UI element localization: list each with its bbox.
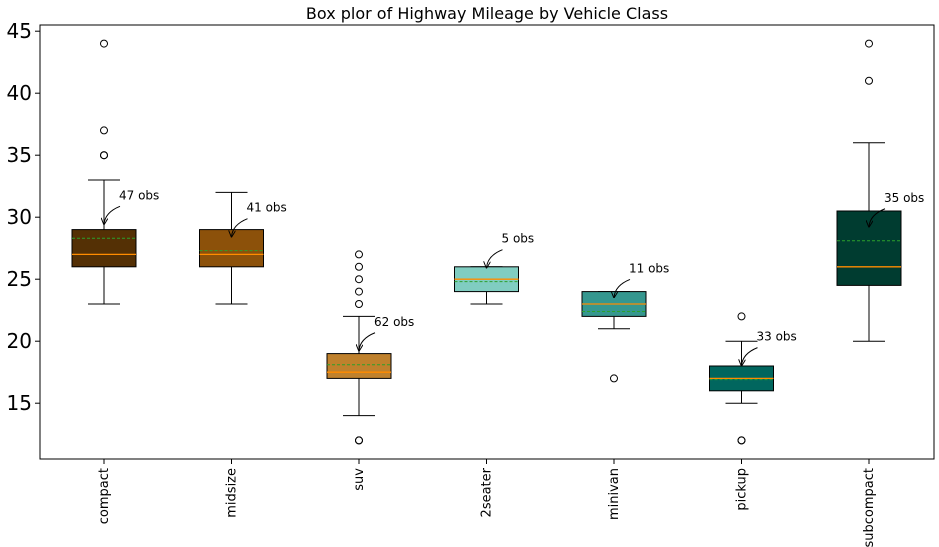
outlier-point	[865, 76, 873, 85]
annotation-arrow	[614, 278, 631, 297]
annotation-label: 35 obs	[884, 191, 924, 205]
box-suv	[326, 353, 392, 379]
x-tick-label: subcompact	[862, 468, 877, 547]
annotation-label: 33 obs	[757, 330, 797, 344]
annotation-arrow	[104, 205, 121, 224]
outlier-point	[100, 39, 108, 48]
y-tick-label: 15	[7, 391, 32, 415]
y-tick-label: 40	[7, 81, 32, 105]
x-tick-label: compact	[97, 468, 112, 524]
plot-frame	[39, 24, 935, 460]
annotation-arrow	[869, 208, 886, 227]
annotation-label: 41 obs	[247, 201, 287, 215]
chart-title: Box plor of Highway Mileage by Vehicle C…	[306, 4, 668, 23]
annotation-arrow	[487, 249, 503, 268]
outlier-point	[355, 287, 363, 296]
outlier-point	[355, 436, 363, 445]
outlier-point	[737, 312, 746, 321]
annotation-label: 5 obs	[502, 232, 535, 246]
annotation-arrow	[359, 332, 376, 351]
annotation-label: 62 obs	[374, 315, 414, 329]
annotation-arrow	[742, 347, 758, 366]
outlier-point	[737, 436, 746, 445]
y-tick-label: 30	[7, 205, 32, 229]
y-tick-label: 25	[7, 267, 32, 291]
outlier-point	[865, 39, 873, 48]
x-tick-label: minivan	[607, 468, 622, 520]
x-tick-label: pickup	[735, 468, 750, 511]
annotation-label: 47 obs	[119, 188, 159, 202]
outlier-point	[100, 151, 108, 160]
outlier-point	[355, 275, 363, 284]
plot-area: 15 20 25 30 35 40 45 compact 47 obs midsize 41 obs…	[7, 19, 925, 547]
x-tick-label: suv	[352, 468, 367, 491]
annotation-label: 11 obs	[629, 261, 669, 275]
x-tick-label: 2seater	[480, 467, 495, 517]
outlier-point	[355, 250, 363, 259]
outlier-point	[100, 126, 108, 135]
annotation-arrow	[232, 218, 248, 237]
box-subcompact	[836, 210, 902, 286]
box-compact	[71, 229, 137, 268]
outlier-point	[355, 262, 363, 271]
outlier-point	[610, 374, 618, 383]
y-tick-label: 45	[7, 19, 32, 43]
x-tick-label: midsize	[225, 468, 240, 518]
y-tick-label: 20	[7, 329, 32, 353]
outlier-point	[355, 300, 363, 308]
y-tick-label: 35	[7, 143, 32, 167]
